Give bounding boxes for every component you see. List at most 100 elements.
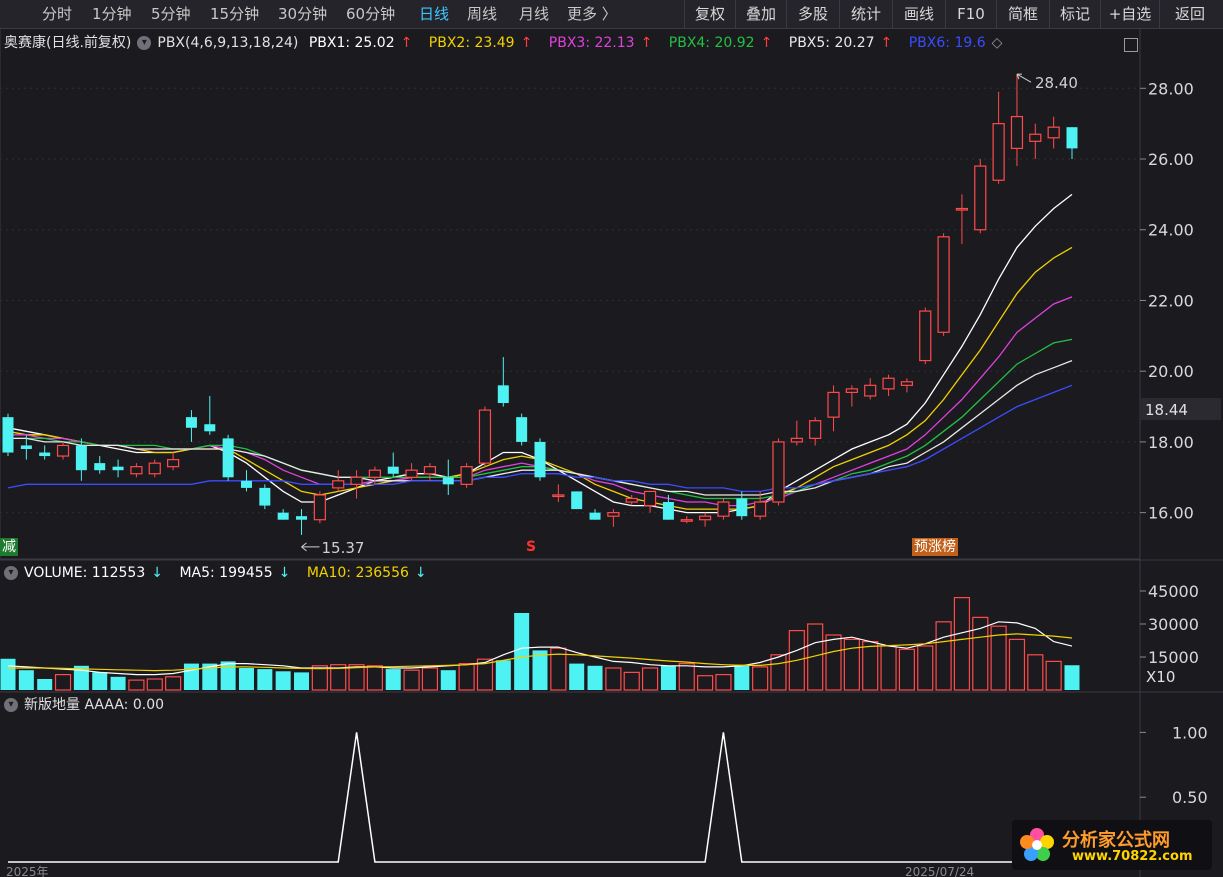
high-annotation: 28.40 bbox=[1016, 73, 1078, 92]
period-monthly[interactable]: 月线 bbox=[519, 5, 550, 23]
volume-bar-56 bbox=[1027, 654, 1044, 691]
candle-1 bbox=[20, 434, 32, 460]
volume-menu-icon[interactable]: ▾ bbox=[4, 566, 18, 580]
legend-volume: VOLUME: 112553 ↓ bbox=[24, 565, 163, 581]
volume-bar-14 bbox=[257, 669, 273, 690]
volume-bar-32 bbox=[587, 665, 603, 690]
volume-bar-10 bbox=[183, 663, 199, 690]
fuquan-button[interactable]: 复权 bbox=[684, 0, 735, 28]
candle-25 bbox=[460, 463, 473, 488]
low-annotation: 15.37 bbox=[301, 539, 365, 557]
candle-body bbox=[919, 310, 932, 362]
volume-bar-19 bbox=[348, 664, 365, 691]
candle-30 bbox=[552, 484, 565, 503]
down-arrow-icon: ↓ bbox=[414, 565, 427, 581]
period-60min[interactable]: 60分钟 bbox=[346, 5, 396, 23]
f10-button[interactable]: F10 bbox=[945, 0, 996, 28]
site-logo: 分析家公式网 www.70822.com bbox=[1012, 820, 1212, 870]
period-5min[interactable]: 5分钟 bbox=[151, 5, 191, 23]
period-more[interactable]: 更多 〉 bbox=[567, 5, 617, 23]
multi-stock-button[interactable]: 多股 bbox=[786, 0, 839, 28]
volume-bar-12 bbox=[220, 661, 236, 690]
candle-body bbox=[148, 462, 161, 475]
volume-bar-53 bbox=[972, 616, 989, 691]
candle-body bbox=[643, 490, 657, 507]
candle-50 bbox=[919, 307, 932, 365]
candle-23 bbox=[423, 463, 437, 481]
volume-bar-15 bbox=[275, 671, 291, 690]
candle-39 bbox=[717, 498, 730, 520]
candle-body bbox=[442, 477, 454, 485]
candle-2 bbox=[39, 445, 51, 460]
candle-24 bbox=[442, 459, 454, 495]
sell-badge: 减 bbox=[0, 538, 18, 556]
volume-bar-5 bbox=[92, 672, 108, 690]
candle-body bbox=[313, 494, 326, 521]
candle-38 bbox=[699, 512, 712, 527]
volume-bar-6 bbox=[110, 676, 126, 690]
volume-bar-36 bbox=[660, 665, 676, 690]
price-tick-label-1: 18.00 bbox=[1148, 433, 1194, 452]
indicator-menu-icon[interactable]: ▾ bbox=[137, 36, 152, 50]
candle-4 bbox=[75, 438, 87, 481]
candle-0 bbox=[2, 413, 14, 457]
candle-body bbox=[772, 441, 785, 503]
down-arrow-icon: ↓ bbox=[278, 565, 291, 581]
candle-27 bbox=[497, 357, 509, 407]
add-watchlist-button[interactable]: +自选 bbox=[1100, 0, 1159, 28]
price-tick-label-3: 22.00 bbox=[1148, 291, 1194, 310]
candle-9 bbox=[167, 452, 180, 471]
simple-frame-button[interactable]: 简框 bbox=[996, 0, 1049, 28]
candle-body bbox=[955, 207, 969, 211]
legend-pbx6: PBX6: 19.6 ◇ bbox=[908, 35, 1003, 51]
period-daily[interactable]: 日线 bbox=[419, 5, 450, 23]
maximize-icon[interactable] bbox=[1124, 38, 1138, 52]
legend-pbx4: PBX4: 20.92 ↑ bbox=[668, 35, 773, 51]
candle-body bbox=[516, 417, 528, 442]
stats-button[interactable]: 统计 bbox=[839, 0, 892, 28]
candle-body bbox=[827, 391, 840, 418]
volume-bar-44 bbox=[807, 623, 824, 691]
period-toolbar: 分时 1分钟 5分钟 15分钟 30分钟 60分钟 日线 周线 月线 更多 〉 … bbox=[0, 0, 1223, 29]
indicator-line bbox=[8, 732, 1072, 863]
aaaa-line bbox=[8, 732, 1072, 863]
period-1min[interactable]: 1分钟 bbox=[92, 5, 132, 23]
candle-body bbox=[460, 466, 473, 485]
draw-button[interactable]: 画线 bbox=[892, 0, 945, 28]
period-30min[interactable]: 30分钟 bbox=[278, 5, 328, 23]
volume-bar-47 bbox=[862, 640, 879, 691]
candle-53 bbox=[974, 159, 987, 234]
price-panel-frame bbox=[0, 27, 1141, 560]
volume-bar-3 bbox=[54, 673, 72, 691]
indicator-tick-label-0: 0.50 bbox=[1172, 788, 1208, 807]
price-axis: 16.00 18.00 20.00 22.00 24.00 26.00 28.00 bbox=[1140, 79, 1194, 523]
candle-5 bbox=[94, 456, 106, 474]
price-legend: 奥赛康(日线.前复权) ▾ PBX(4,6,9,13,18,24) PBX1: 25… bbox=[4, 32, 1014, 54]
period-15min[interactable]: 15分钟 bbox=[210, 5, 260, 23]
candle-56 bbox=[1029, 123, 1042, 160]
rank-badge: 预涨榜 bbox=[912, 538, 958, 556]
candle-47 bbox=[864, 378, 877, 400]
current-price-marker: 18.44 bbox=[1141, 398, 1221, 420]
candle-body bbox=[423, 466, 437, 475]
mark-button[interactable]: 标记 bbox=[1049, 0, 1100, 28]
candle-body bbox=[167, 458, 180, 468]
back-button[interactable]: 返回 bbox=[1159, 0, 1220, 28]
volume-bar-16 bbox=[294, 672, 310, 690]
overlay-button[interactable]: 叠加 bbox=[735, 0, 786, 28]
low-price-label: 15.37 bbox=[322, 539, 365, 557]
volume-bar-28 bbox=[514, 613, 530, 690]
volume-axis: 15000 30000 45000 bbox=[1140, 582, 1199, 667]
period-weekly[interactable]: 周线 bbox=[467, 5, 498, 23]
volume-bar-4 bbox=[73, 665, 89, 690]
volume-bar-21 bbox=[385, 669, 401, 690]
volume-bar-52 bbox=[953, 596, 971, 691]
candle-18 bbox=[332, 470, 345, 492]
high-price-label: 28.40 bbox=[1035, 74, 1078, 92]
volume-bar-48 bbox=[880, 645, 897, 691]
indicator2-menu-icon[interactable]: ▾ bbox=[4, 698, 18, 712]
period-fenshi[interactable]: 分时 bbox=[42, 5, 73, 23]
volume-bar-42 bbox=[770, 654, 787, 691]
candle-16 bbox=[296, 509, 308, 535]
